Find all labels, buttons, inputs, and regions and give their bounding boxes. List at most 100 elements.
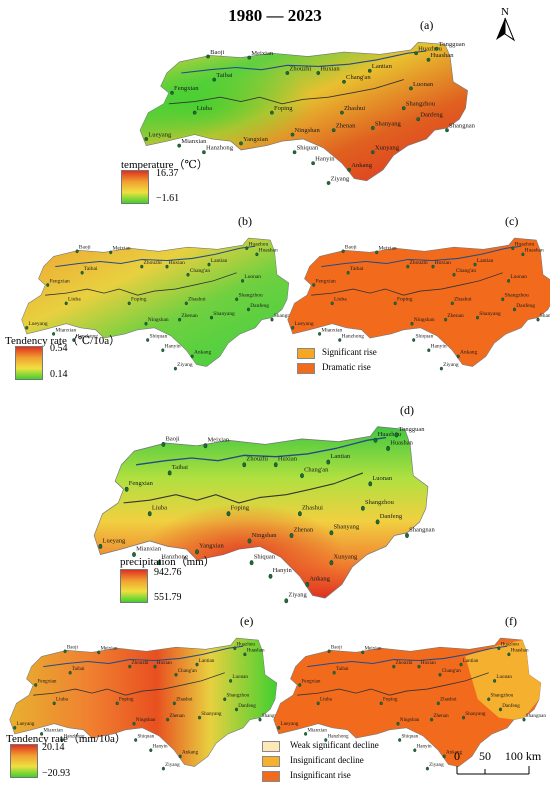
station-label: Huxian (435, 260, 451, 266)
station-label: Ankang (182, 750, 199, 756)
station-label: Yangxian (199, 543, 224, 550)
station-marker (241, 279, 245, 283)
station-label: Hanyin (315, 156, 335, 163)
station-marker (242, 462, 247, 468)
station-label: Hanyin (417, 744, 433, 750)
station-label: Fengxian (315, 278, 336, 284)
station-marker (173, 366, 177, 371)
station-marker (394, 432, 399, 438)
station-label: Chang'an (442, 668, 462, 674)
station-marker (416, 117, 421, 122)
station-marker (292, 150, 297, 155)
station-marker (413, 748, 417, 753)
station-marker (34, 683, 38, 687)
station-label: Liuba (56, 697, 69, 703)
station-label: Taibai (336, 666, 349, 672)
station-label: Shanyang (201, 711, 222, 717)
station-label: Zhouzhi (289, 65, 311, 72)
legend-e-title: Tendency rate（mm/10a） (6, 733, 126, 745)
station-label: Zhashui (344, 105, 365, 112)
station-marker (327, 649, 331, 654)
station-label: Huashan (247, 648, 265, 654)
station-marker (340, 110, 344, 115)
station-label: Lantian (211, 258, 228, 264)
station-label: Shanyang (465, 711, 486, 717)
legend-f-swatch-weak (262, 741, 280, 752)
legend-f-swatch-insig-rise (262, 771, 280, 782)
station-label: Shangzhou (490, 693, 513, 699)
station-label: Baoji (166, 435, 180, 442)
figure-title: 1980 — 2023 (228, 6, 322, 25)
station-label: Luonan (232, 674, 248, 680)
legend-b-title: Tendency rate（℃/10a） (5, 335, 121, 347)
station-marker (316, 71, 321, 75)
station-label: Hanyin (165, 344, 181, 350)
station-label: Zhashui (188, 297, 206, 303)
station-label: Shangzhou (504, 293, 529, 299)
station-marker (291, 325, 295, 330)
station-label: Huazhou (418, 46, 442, 53)
station-marker (414, 51, 418, 56)
legend-f-swatch-insig-decline (262, 756, 280, 767)
station-marker (25, 325, 29, 330)
station-label: Zhenan (336, 123, 356, 130)
station-marker (98, 543, 103, 549)
station-label: Chang'an (346, 74, 371, 81)
station-marker (401, 106, 406, 111)
station-label: Danfeng (250, 302, 269, 309)
station-marker (207, 262, 211, 267)
station-label: Luonan (244, 274, 261, 280)
station-marker (311, 161, 315, 166)
station-label: Huxian (320, 65, 340, 72)
station-label: Huazhou (378, 431, 402, 438)
station-label: Shanyang (334, 524, 360, 531)
station-label: Shanyang (213, 311, 235, 317)
station-marker (72, 338, 76, 342)
station-label: Xunyang (334, 554, 359, 561)
station-label: Huxian (169, 260, 185, 266)
station-label: Lueyang (294, 321, 313, 327)
station-label: Hanyin (431, 344, 447, 350)
legend-f-insig-decline: Insignificant decline (290, 755, 364, 765)
station-label: Hanzhong (206, 145, 234, 152)
station-marker (174, 672, 178, 677)
station-marker (298, 683, 302, 687)
station-marker (326, 181, 331, 185)
station-marker (442, 754, 446, 759)
station-marker (144, 321, 148, 326)
legend-e-min: −20.93 (42, 768, 71, 779)
station-marker (170, 90, 174, 95)
station-marker (161, 441, 166, 447)
legend-e-max: 20.14 (42, 742, 65, 753)
station-marker (289, 533, 294, 538)
station-marker (398, 738, 402, 742)
station-marker (487, 697, 491, 702)
panel-c-label: (c) (505, 214, 519, 228)
station-label: Ziyang (165, 762, 180, 768)
station-label: Zhashui (454, 297, 472, 303)
station-marker (347, 167, 352, 172)
legend-c-swatch-significant (297, 348, 315, 359)
station-label: Ningshan (400, 717, 420, 723)
station-marker (393, 301, 397, 306)
station-marker (498, 707, 502, 712)
station-label: Zhashui (440, 697, 457, 703)
station-label: Ankang (194, 350, 212, 356)
station-marker (198, 715, 202, 720)
station-marker (203, 443, 208, 449)
station-label: Ziyang (331, 175, 350, 182)
station-marker (318, 332, 322, 336)
station-marker (361, 650, 365, 655)
station-label: Zhouzhi (132, 660, 150, 666)
station-marker (190, 354, 194, 359)
station-marker (64, 301, 68, 306)
station-label: Hanzhong (328, 733, 349, 739)
station-label: Shanyang (375, 120, 402, 127)
station-label: Chang'an (190, 268, 211, 274)
station-marker (270, 110, 274, 115)
station-label: Ankang (309, 575, 330, 582)
